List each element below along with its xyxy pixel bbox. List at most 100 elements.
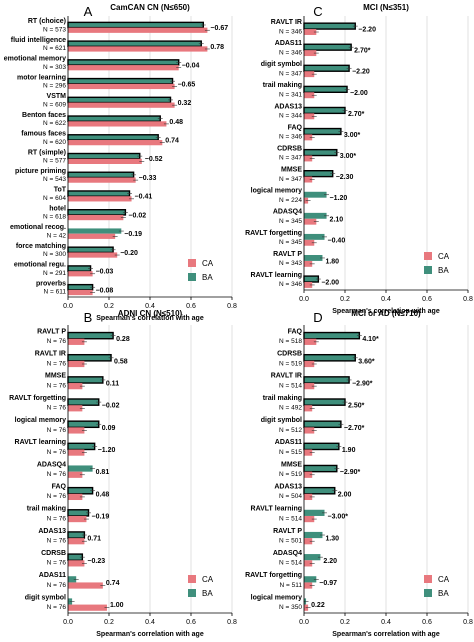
- n-label: N = 42: [47, 232, 67, 239]
- bar-ba: [303, 331, 361, 340]
- n-label: N = 76: [47, 405, 67, 412]
- legend-label-ca: CA: [202, 259, 214, 268]
- category-label: ADASQ4: [273, 550, 302, 557]
- data-label: 1.30: [325, 536, 339, 543]
- legend-swatch-ba: [188, 273, 196, 281]
- panel-letter: C: [313, 4, 322, 19]
- category-label: trail making: [263, 82, 302, 89]
- bar-ca: [68, 121, 167, 127]
- data-label: 0.48: [169, 119, 183, 126]
- n-label: N = 76: [47, 382, 67, 389]
- bar-ba: [304, 576, 317, 583]
- category-label: ToT: [54, 187, 67, 194]
- x-tick-label: 0.6: [186, 303, 196, 310]
- n-label: N = 622: [43, 120, 66, 127]
- data-label: 0.09: [102, 425, 116, 432]
- bar-ca: [68, 177, 136, 183]
- bar-ca: [68, 360, 85, 368]
- bar-ca: [304, 560, 313, 567]
- bar-ca: [68, 427, 85, 434]
- category-label: logical memory: [15, 417, 66, 424]
- category-label: FAQ: [288, 124, 303, 131]
- data-label: −2.70*: [344, 425, 365, 432]
- bar-ca: [304, 113, 315, 120]
- bar-ca: [68, 289, 93, 296]
- bar-ba: [304, 554, 321, 561]
- category-label: RAVLT learning: [251, 272, 302, 279]
- bar-ca: [304, 29, 317, 35]
- bar-ca: [68, 493, 83, 501]
- category-label: ADAS13: [274, 483, 302, 490]
- data-label: −0.02: [102, 403, 120, 410]
- data-label: 0.74: [106, 580, 120, 587]
- data-label: 1.90: [342, 447, 356, 454]
- bar-ca: [68, 233, 116, 239]
- x-tick-label: 0.4: [381, 619, 391, 626]
- panel-title: MCI or AD (N≤710): [351, 309, 421, 318]
- bar-ca: [68, 46, 208, 52]
- data-label: 0.48: [96, 491, 110, 498]
- data-label: 2.00: [338, 491, 352, 498]
- bar-ba: [67, 376, 104, 384]
- x-axis-label: Spearman's correlation with age: [332, 308, 440, 315]
- legend-label-ba: BA: [438, 589, 449, 598]
- bar-ba: [67, 209, 127, 216]
- n-label: N = 296: [43, 83, 66, 90]
- data-label: −0.20: [120, 250, 138, 257]
- x-tick-label: 0.2: [340, 619, 350, 626]
- bar-ba: [303, 398, 346, 406]
- data-label: −2.20: [358, 27, 376, 34]
- category-label: ADAS11: [39, 572, 66, 579]
- bar-ba: [67, 115, 161, 122]
- data-label: −0.33: [139, 175, 157, 182]
- bar-ca: [68, 83, 175, 90]
- category-label: trail making: [27, 506, 66, 513]
- category-label: MMSE: [281, 167, 302, 174]
- n-label: N = 350: [279, 604, 302, 611]
- n-label: N = 514: [279, 382, 302, 389]
- x-tick-label: 0.8: [227, 619, 237, 626]
- data-label: 0.58: [114, 358, 128, 365]
- category-label: logical memory: [251, 594, 302, 601]
- x-tick-label: 0.8: [463, 296, 473, 303]
- bar-ba: [303, 420, 342, 429]
- bar-ca: [68, 604, 107, 611]
- n-label: N = 346: [279, 134, 302, 141]
- category-label: proverbs: [36, 280, 66, 287]
- bar-ba: [304, 233, 325, 240]
- category-label: ADAS13: [274, 103, 302, 110]
- legend-label-ca: CA: [202, 575, 214, 584]
- category-label: ADAS11: [275, 439, 302, 446]
- bar-ca: [304, 134, 313, 141]
- bar-ba: [67, 486, 94, 495]
- n-label: N = 347: [279, 70, 302, 77]
- bar-ca: [304, 260, 313, 267]
- bar-ba: [303, 486, 336, 495]
- bar-ca: [304, 471, 313, 478]
- legend-swatch-ca: [424, 252, 432, 260]
- panel-title: CamCAN CN (N≤650): [110, 3, 190, 12]
- bar-ca: [68, 252, 118, 258]
- data-label: 1.00: [110, 602, 124, 609]
- bar-ca: [304, 338, 317, 345]
- legend-swatch-ca: [424, 575, 432, 583]
- bar-ca: [304, 582, 313, 589]
- n-label: N = 224: [279, 197, 302, 204]
- n-label: N = 515: [279, 449, 302, 456]
- bar-ca: [304, 92, 315, 99]
- data-label: 0.78: [210, 44, 224, 51]
- category-label: RAVLT IR: [35, 351, 66, 358]
- x-tick-label: 0.4: [145, 619, 155, 626]
- data-label: −0.23: [87, 558, 105, 565]
- n-label: N = 76: [47, 515, 67, 522]
- category-label: fluid intelligence: [11, 37, 66, 44]
- data-label: −2.30: [336, 174, 354, 181]
- x-tick-label: 0.4: [381, 296, 391, 303]
- x-axis-label: Spearman's correlation with age: [96, 631, 204, 638]
- bar-ca: [304, 427, 315, 434]
- category-label: MMSE: [281, 461, 302, 468]
- bar-ca: [68, 140, 163, 146]
- bar-ca: [304, 493, 313, 501]
- n-label: N = 519: [279, 471, 302, 478]
- x-tick-label: 0.6: [422, 296, 432, 303]
